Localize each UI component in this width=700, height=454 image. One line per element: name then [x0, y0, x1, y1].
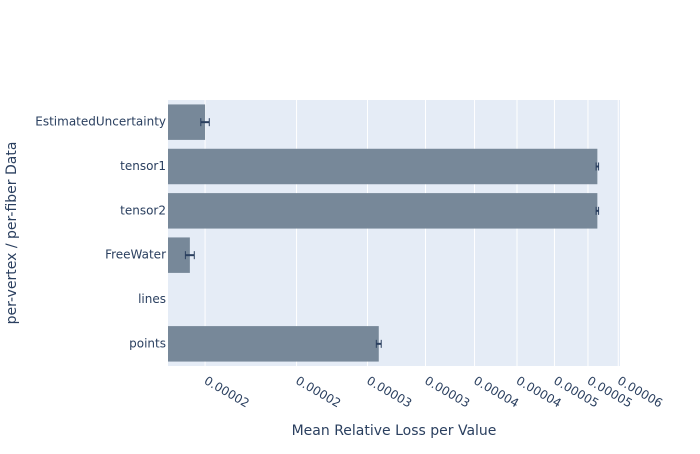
y-axis-label: per-vertex / per-fiber Data — [4, 142, 20, 325]
y-tick-label: tensor2 — [120, 203, 166, 217]
x-tick-label: 0.00004 — [471, 374, 521, 411]
y-tick-label: EstimatedUncertainty — [35, 115, 166, 129]
bar — [168, 148, 598, 185]
bar — [168, 326, 379, 362]
y-tick-label: points — [129, 336, 166, 350]
y-tick-label: lines — [138, 292, 166, 306]
x-tick-label: 0.00002 — [202, 374, 252, 411]
bar — [168, 237, 190, 273]
y-tick-label: FreeWater — [105, 248, 166, 262]
x-tick-label: 0.00003 — [364, 374, 414, 411]
bar — [168, 193, 598, 229]
bar — [168, 104, 206, 140]
y-tick-label: tensor1 — [120, 159, 166, 173]
x-axis-label: Mean Relative Loss per Value — [292, 423, 497, 439]
plot-area — [168, 100, 620, 366]
x-tick-label: 0.00003 — [422, 374, 472, 411]
x-tick-label: 0.00002 — [293, 374, 343, 411]
